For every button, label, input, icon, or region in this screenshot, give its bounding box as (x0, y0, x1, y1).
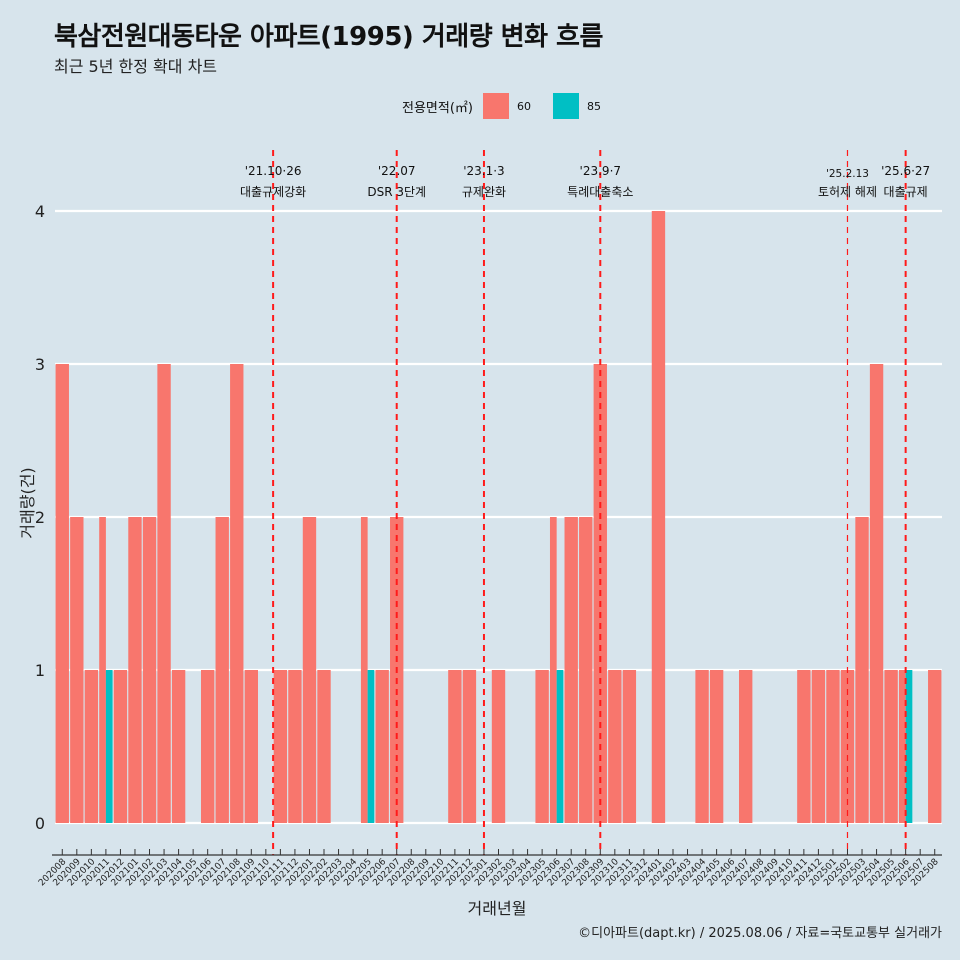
bar-60-202107 (215, 517, 229, 823)
bar-60-202012 (113, 670, 128, 823)
bar-60-202103 (157, 364, 171, 823)
legend-label-60: 60 (516, 99, 531, 113)
bar-60-202310 (608, 670, 622, 823)
y-tick-label: 4 (35, 202, 45, 221)
bar-60-202011 (99, 517, 106, 823)
bar-60-202302 (491, 670, 506, 823)
legend-label-85: 85 (586, 99, 601, 113)
bar-60-202010 (84, 670, 99, 823)
y-tick-label: 3 (35, 355, 45, 374)
y-axis-title: 거래량(건) (18, 467, 37, 538)
bar-60-202212 (462, 670, 477, 823)
bar-60-202102 (142, 517, 157, 823)
annotation-date: '23.9·7 (580, 164, 621, 178)
annotation-date: '25.6·27 (881, 164, 930, 178)
bar-85-202506 (905, 670, 913, 823)
annotation-label: 대출규제 (884, 185, 928, 199)
bar-60-202411 (797, 670, 811, 823)
annotation-date: '23.1·3 (463, 164, 504, 178)
bar-60-202506 (898, 670, 906, 823)
y-axis: 0 1 2 3 4 (35, 202, 45, 833)
bar-60-202111 (273, 670, 288, 823)
bar-60-202405 (709, 670, 724, 823)
bar-60-202112 (288, 670, 302, 823)
y-tick-label: 2 (35, 508, 45, 527)
annotation-label: 대출규제강화 (240, 185, 306, 199)
annotation-label: 특례대출축소 (567, 185, 633, 199)
bar-60-202201 (302, 517, 317, 823)
bar-60-202412 (811, 670, 826, 823)
x-axis-title: 거래년월 (468, 899, 527, 918)
bar-60-202205 (360, 517, 368, 823)
chart-subtitle: 최근 5년 한정 확대 차트 (54, 57, 218, 76)
annotation-label: 토허제 해제 (818, 185, 877, 199)
bar-60-202401 (651, 211, 666, 823)
bar-60-202503 (855, 517, 869, 823)
annotation-date: '21.10·26 (245, 164, 302, 178)
legend-title: 전용면적(㎡) (402, 100, 473, 116)
chart-title: 북삼전원대동타운 아파트(1995) 거래량 변화 흐름 (54, 22, 603, 52)
bar-60-202311 (622, 670, 637, 823)
bar-60-202504 (869, 364, 884, 823)
bar-60-202108 (230, 364, 244, 823)
y-tick-label: 1 (35, 661, 45, 680)
bar-85-202011 (105, 670, 113, 823)
bar-60-202407 (739, 670, 753, 823)
annotation-label: 규제완화 (462, 185, 506, 199)
legend-key-85 (552, 93, 579, 119)
legend: 전용면적(㎡) 60 85 (402, 93, 623, 119)
bar-60-202211 (448, 670, 462, 823)
source-caption: ©디아파트(dapt.kr) / 2025.08.06 / 자료=국토교통부 실… (578, 926, 942, 941)
annotation-label: DSR 3단계 (367, 185, 426, 199)
bar-60-202008 (55, 364, 69, 823)
x-axis: 2020082020092020102020112020122021012021… (37, 849, 942, 888)
bar-60-202508 (928, 670, 942, 823)
bar-60-202104 (171, 670, 186, 823)
legend-key-60 (482, 93, 509, 119)
annotation-date: '25.2.13 (826, 168, 869, 180)
bar-60-202306 (549, 517, 557, 823)
bar-85-202306 (556, 670, 564, 823)
bar-60-202308 (579, 517, 593, 823)
bar-60-202404 (695, 670, 709, 823)
bar-85-202205 (367, 670, 375, 823)
bar-60-202009 (70, 517, 84, 823)
bar-60-202109 (244, 670, 258, 823)
bar-60-202202 (317, 670, 331, 823)
annotation-date: '22.07 (378, 164, 416, 178)
y-tick-label: 0 (35, 814, 45, 833)
bar-60-202307 (564, 517, 578, 823)
bar-60-202106 (200, 670, 215, 823)
bar-60-202206 (375, 670, 389, 823)
bar-60-202505 (884, 670, 898, 823)
bar-60-202101 (128, 517, 142, 823)
annotations: '21.10·26 대출규제강화 '22.07 DSR 3단계 '23.1·3 규제완화 '… (240, 150, 930, 855)
bar-60-202501 (826, 670, 840, 823)
bar-60-202305 (535, 670, 549, 823)
